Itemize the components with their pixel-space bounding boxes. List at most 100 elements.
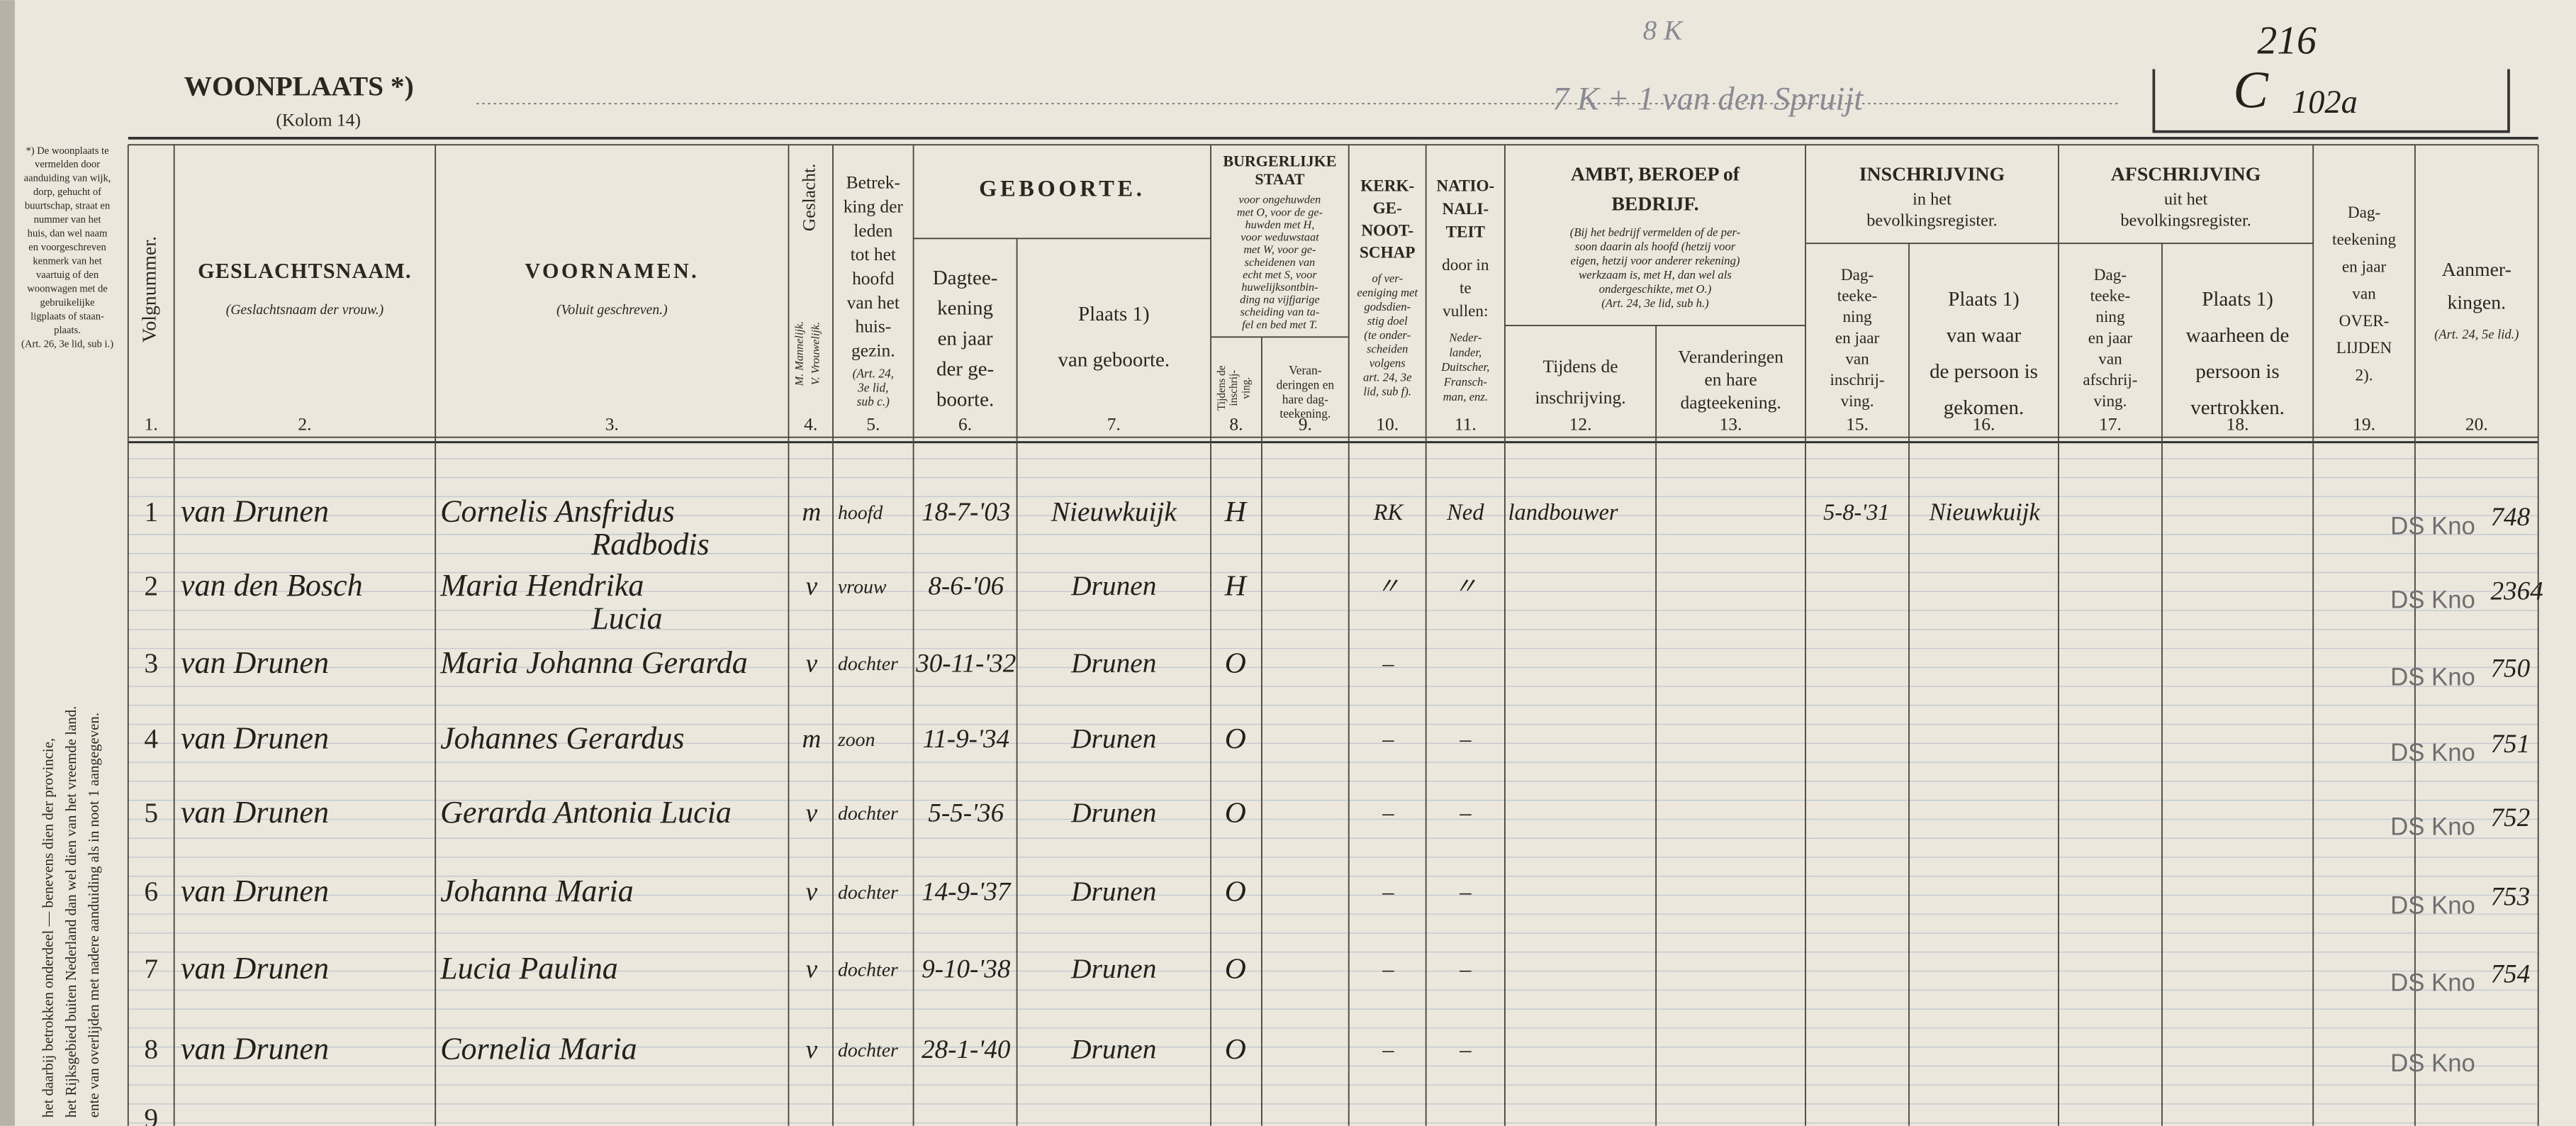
group-note: werkzaam is, met H, dan wel als bbox=[1579, 268, 1732, 282]
margin-note: woonwagen met de bbox=[27, 283, 107, 294]
column-title: vertrokken. bbox=[2190, 396, 2285, 419]
group-note: fel en bed met T. bbox=[1242, 318, 1317, 331]
sex: v bbox=[806, 954, 818, 983]
registered: 5-8-'31 bbox=[1823, 500, 1889, 525]
register-number: 216 bbox=[2257, 19, 2317, 63]
row-number: 4 bbox=[144, 723, 158, 754]
margin-note: buurtschap, straat en bbox=[25, 201, 111, 212]
group-note: huwelijksontbin- bbox=[1241, 281, 1318, 294]
relation: dochter bbox=[838, 803, 898, 825]
sex: v bbox=[806, 649, 818, 678]
column-title: TEIT bbox=[1446, 223, 1486, 242]
civil-state: O bbox=[1225, 723, 1246, 755]
column-number: 16. bbox=[1973, 413, 1995, 434]
archive-number: 2364 bbox=[2490, 576, 2543, 606]
column-number: 9. bbox=[1299, 413, 1312, 434]
column-number: 1. bbox=[145, 413, 158, 434]
column-number: 7. bbox=[1107, 413, 1121, 434]
column-title: GESLACHTSNAAM. bbox=[198, 259, 411, 283]
margin-note: *) De woonplaats te bbox=[26, 145, 108, 157]
church: – bbox=[1382, 651, 1394, 676]
column-note: M. Mannelijk. bbox=[793, 321, 805, 386]
from: Nieuwkuijk bbox=[1928, 498, 2040, 526]
column-number: 4. bbox=[804, 413, 817, 434]
column-title: hare dag- bbox=[1282, 393, 1328, 406]
column-number: 20. bbox=[2465, 413, 2488, 434]
column-note: 3e lid, bbox=[857, 381, 888, 394]
column-title: Dag- bbox=[2348, 204, 2380, 222]
church: – bbox=[1382, 1037, 1394, 1063]
row-number: 8 bbox=[144, 1034, 158, 1065]
column-number: 10. bbox=[1376, 413, 1399, 434]
column-title: Tijdens de bbox=[1543, 356, 1618, 377]
margin-note: nummer van het bbox=[34, 214, 101, 225]
group-title: AMBT, BEROEP of bbox=[1571, 164, 1740, 186]
nationality: – bbox=[1459, 801, 1472, 826]
column-title: Veran- bbox=[1289, 364, 1322, 377]
column-title: inschrijving. bbox=[1535, 387, 1625, 408]
group-title: BEDRIJF. bbox=[1611, 193, 1698, 215]
row-number: 2 bbox=[144, 570, 158, 601]
occupation: landbouwer bbox=[1508, 500, 1618, 525]
column-number: 15. bbox=[1846, 413, 1869, 434]
ruled-lines bbox=[128, 443, 2538, 1126]
column-title: ning bbox=[2095, 308, 2125, 326]
group-title: STAAT bbox=[1255, 170, 1304, 188]
margin-note: huis, dan wel naam bbox=[28, 228, 108, 240]
group-note: voor weduwstaat bbox=[1241, 231, 1319, 244]
surname: van Drunen bbox=[181, 795, 329, 830]
group-note: met O, voor de ge- bbox=[1237, 206, 1323, 218]
birth-place: Drunen bbox=[1070, 1034, 1156, 1065]
surname: van Drunen bbox=[181, 951, 329, 986]
given-names: Radbodis bbox=[590, 527, 709, 562]
birth-date: 9-10-'38 bbox=[922, 954, 1011, 983]
sex: v bbox=[806, 1035, 818, 1064]
given-names: Maria Hendrika bbox=[439, 568, 644, 603]
margin-note: dorp, gehucht of bbox=[33, 186, 101, 198]
column-title: dagteekening. bbox=[1680, 392, 1781, 413]
margin-note: en voorgeschreven bbox=[28, 242, 106, 253]
column-title: Betrek- bbox=[846, 172, 900, 193]
column-number: 19. bbox=[2353, 413, 2375, 434]
register-box bbox=[2152, 69, 2510, 133]
column-title: waarheen de bbox=[2186, 324, 2290, 347]
surname: van Drunen bbox=[181, 1032, 329, 1066]
given-names: Cornelia Maria bbox=[440, 1032, 637, 1066]
church: 〃 bbox=[1377, 574, 1399, 599]
civil-state: O bbox=[1225, 796, 1246, 829]
surname: van Drunen bbox=[181, 494, 329, 529]
group-note: bevolkingsregister. bbox=[2120, 211, 2251, 230]
column-note: lander, bbox=[1449, 345, 1482, 359]
column-title: gekomen. bbox=[1944, 396, 2024, 419]
group-note: met W, voor ge- bbox=[1243, 243, 1316, 256]
birth-place: Drunen bbox=[1070, 953, 1156, 984]
column-title: leden bbox=[853, 220, 892, 240]
relation: dochter bbox=[838, 1039, 898, 1061]
column-note: man, enz. bbox=[1443, 390, 1488, 403]
archive-stamp: DS Kno bbox=[2390, 1050, 2475, 1077]
column-note: (Geslachtsnaam der vrouw.) bbox=[226, 302, 384, 318]
archive-number: 753 bbox=[2490, 882, 2530, 911]
birth-date: 11-9-'34 bbox=[922, 725, 1009, 754]
column-title: teeke- bbox=[1837, 287, 1878, 306]
column-title: tot het bbox=[851, 244, 896, 264]
column-note: Neder- bbox=[1448, 330, 1482, 344]
margin-note: aanduiding van wijk, bbox=[24, 173, 111, 184]
relation: dochter bbox=[838, 959, 898, 981]
archive-stamp: DS Kno bbox=[2390, 740, 2475, 767]
margin-note: vermelden door bbox=[35, 159, 100, 170]
archive-stamp: DS Kno bbox=[2390, 893, 2475, 920]
column-title: SCHAP bbox=[1360, 244, 1415, 262]
column-note: scheiden bbox=[1367, 342, 1408, 356]
birth-date: 8-6-'06 bbox=[928, 572, 1004, 601]
column-title: en hare bbox=[1704, 369, 1757, 390]
group-note: soon daarin als hoofd (hetzij voor bbox=[1575, 240, 1736, 253]
group-note: (Bij het bedrijf vermelden of de per- bbox=[1570, 225, 1740, 239]
sex: m bbox=[802, 498, 822, 527]
column-title: king der bbox=[844, 196, 904, 216]
column-note: (Art. 24, 5e lid.) bbox=[2434, 327, 2519, 342]
column-note: volgens bbox=[1370, 357, 1406, 370]
column-title: van bbox=[2352, 285, 2376, 303]
column-number: 18. bbox=[2227, 413, 2249, 434]
binding-edge bbox=[0, 0, 15, 1126]
